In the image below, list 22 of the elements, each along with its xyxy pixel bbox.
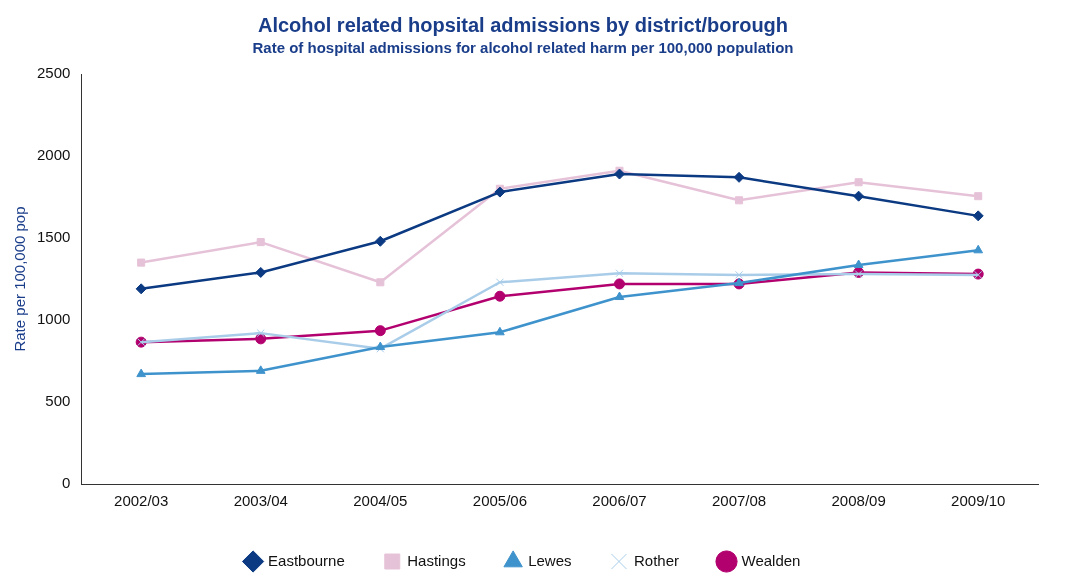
legend-label: Hastings [407,551,466,569]
legend-label: Wealden [741,551,801,569]
x-tick-label: 2002/03 [114,492,169,510]
y-axis-title: Rate per 100,000 pop [11,206,29,352]
x-tick-label: 2006/07 [592,492,647,510]
x-tick-label: 2009/10 [951,492,1006,510]
y-tick-label: 2000 [36,146,71,164]
y-tick-label: 0 [62,474,71,492]
chart-subtitle: Rate of hospital admissions for alcohol related harm per 100,000 population [252,39,794,57]
x-tick-label: 2004/05 [353,492,408,510]
y-tick-label: 2500 [36,64,71,82]
chart-title: Alcohol related hopsital admissions by district/borough [257,13,789,36]
x-tick-label: 2007/08 [711,492,767,510]
x-tick-label: 2003/04 [233,492,288,510]
y-tick-label: 1000 [36,310,71,328]
y-tick-label: 1500 [36,228,71,246]
x-tick-label: 2008/09 [831,492,886,510]
x-tick-label: 2005/06 [472,492,528,510]
legend-label: Eastbourne [268,551,345,569]
y-tick-label: 500 [45,392,71,410]
legend-label: Lewes [528,551,572,569]
legend-label: Rother [633,551,680,569]
